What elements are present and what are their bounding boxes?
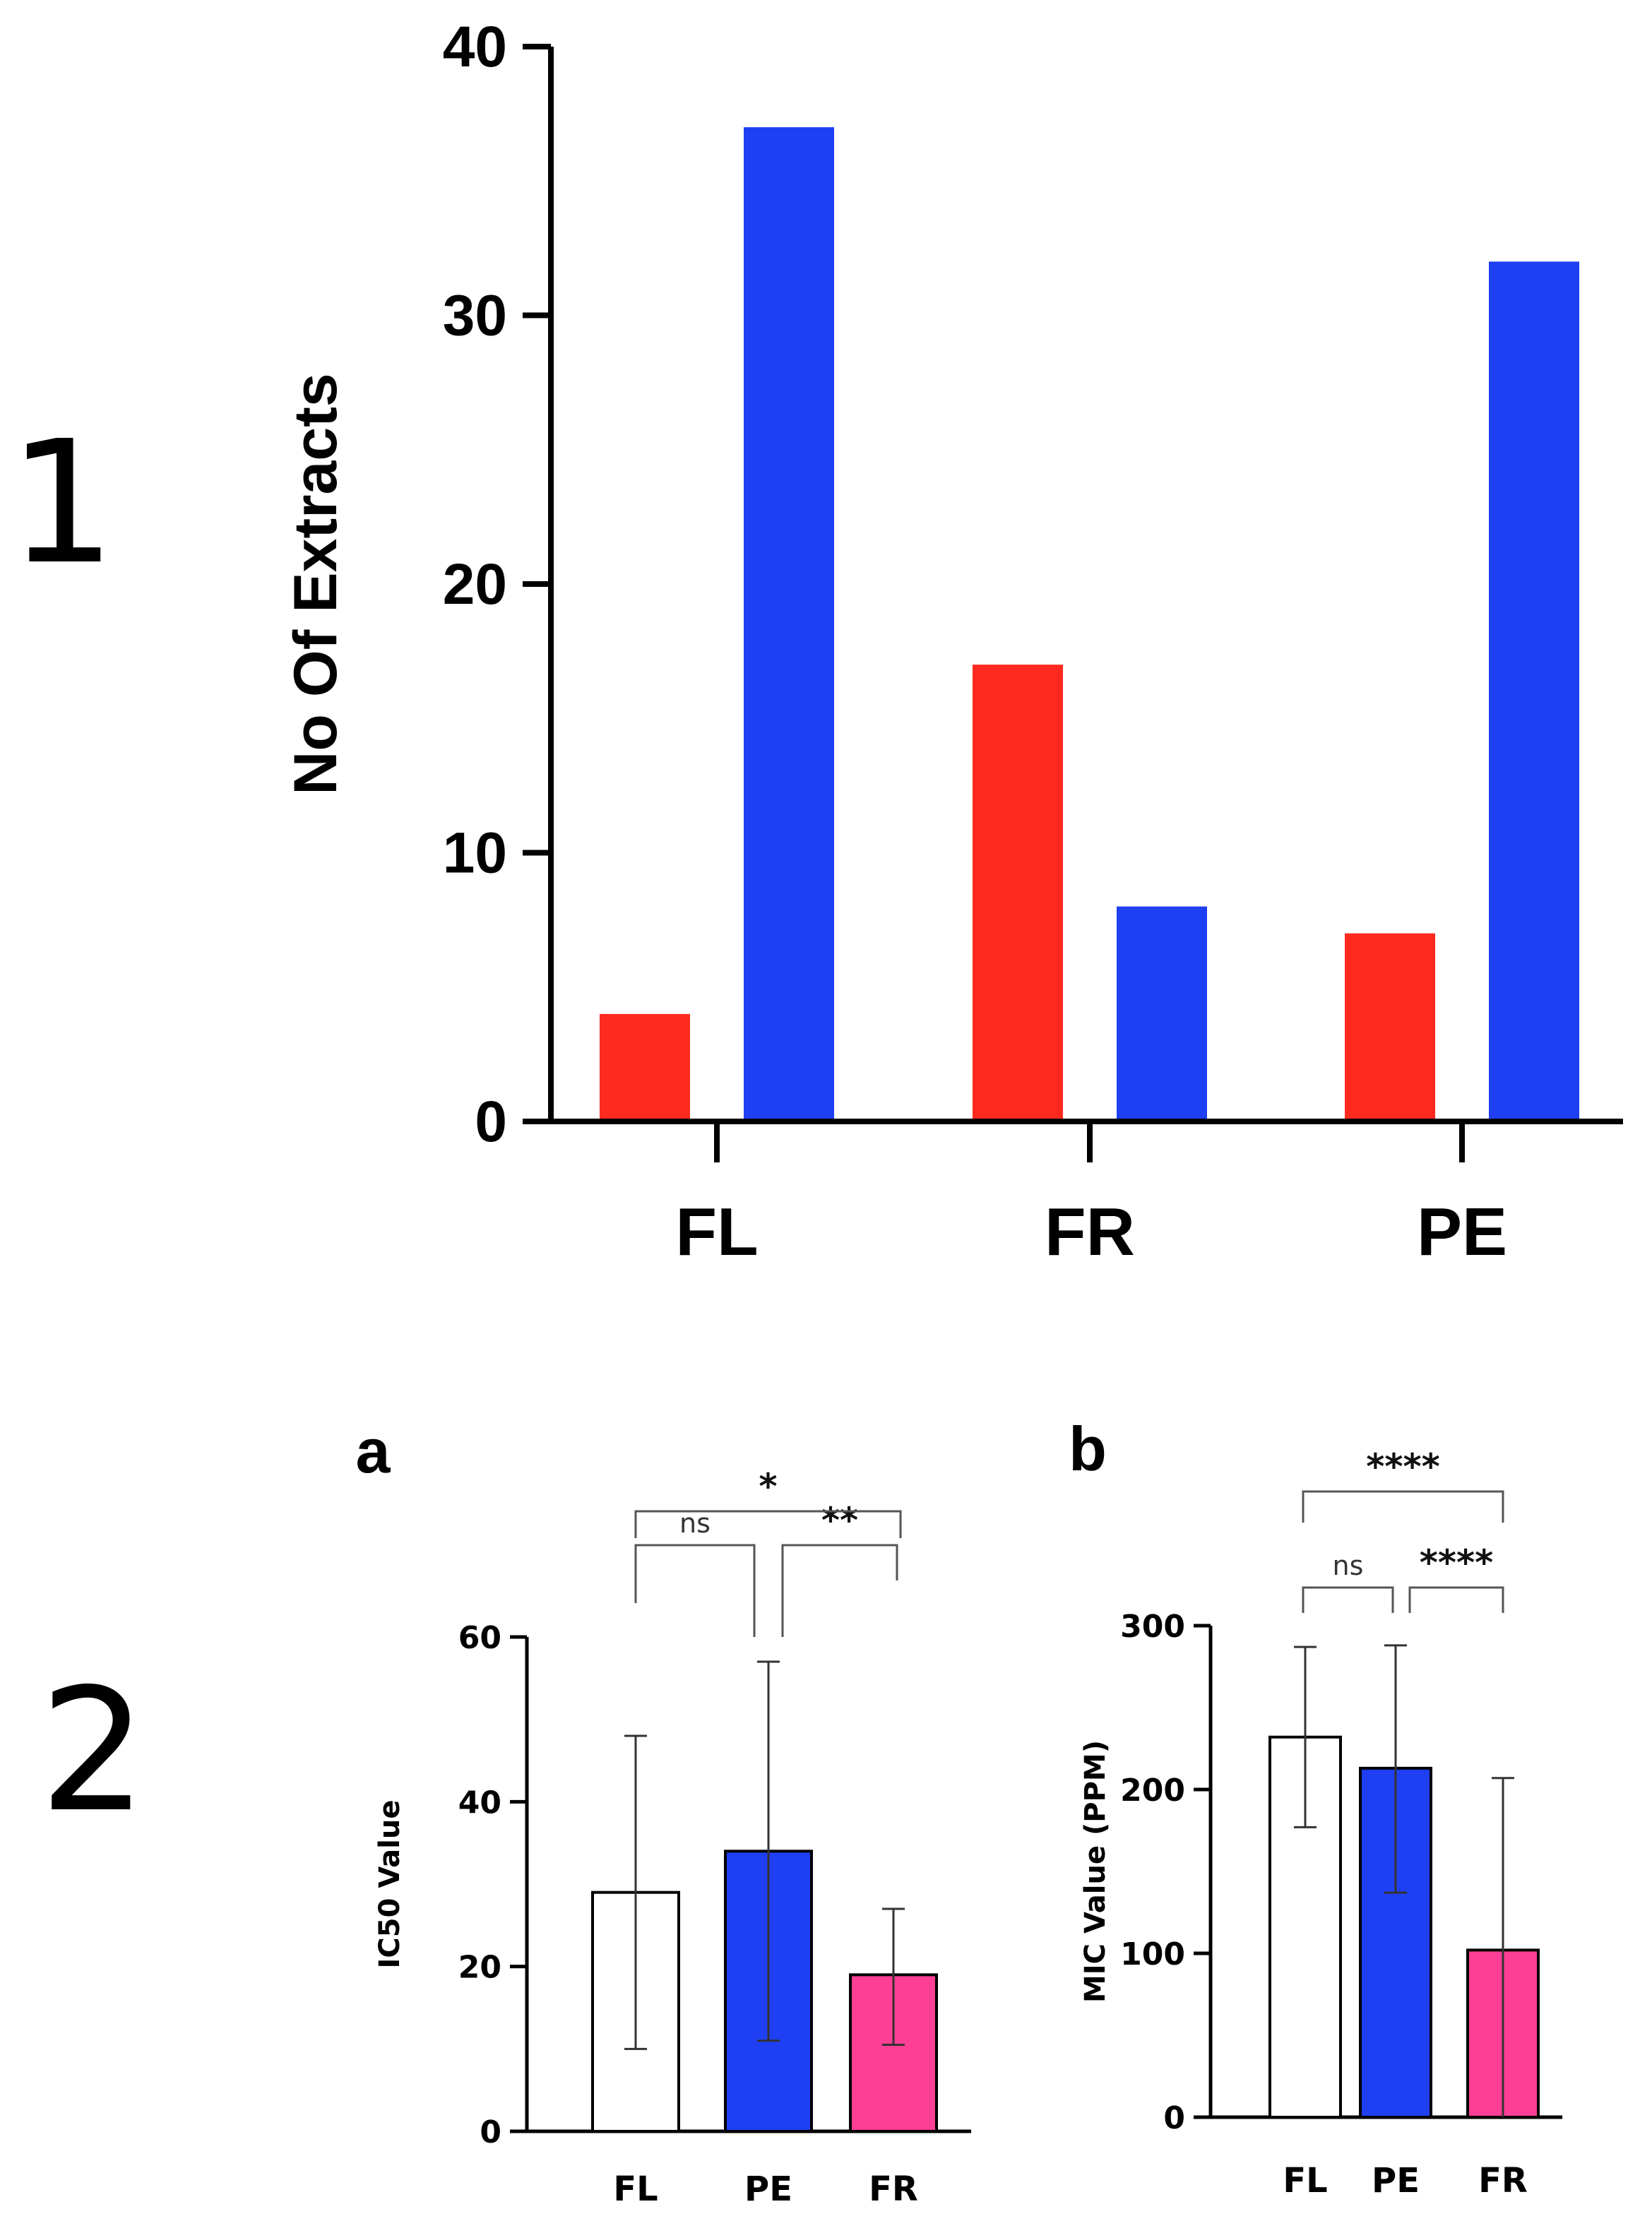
chart-1: 0 10 20 30 40 No Of Extracts FL FR PE (282, 15, 1623, 1270)
significance-label: * (759, 1466, 777, 1507)
significance-label: ns (1333, 1550, 1364, 1581)
panel-2b-label: b (1069, 1414, 1107, 1484)
y-axis-label: MIC Value (PPM) (1079, 1740, 1112, 2003)
y-tick-label: 10 (443, 821, 507, 886)
significance-bracket (634, 1510, 902, 1538)
x-tick-label: FL (613, 2169, 658, 2209)
significance-bracket (1302, 1490, 1504, 1523)
chart-2b: 0 100 200 300 MIC Value (PPM) FL PE FR ns **** ***… (1079, 1446, 1562, 2201)
y-tick-label: 20 (458, 1950, 501, 1986)
y-axis-label: IC50 Value (374, 1800, 406, 1969)
panel-2-label: 2 (40, 1652, 148, 1850)
significance-label: **** (1420, 1542, 1494, 1583)
bar-series-blue (1489, 261, 1579, 1119)
y-tick-label: 0 (475, 1090, 507, 1154)
bar-series-blue (1117, 906, 1207, 1119)
x-tick-label: FL (675, 1194, 758, 1270)
x-tick-label: FL (1283, 2161, 1327, 2201)
x-tick-label: FR (1478, 2161, 1528, 2201)
x-tick-label: PE (744, 2169, 792, 2209)
significance-label: **** (1366, 1446, 1440, 1487)
y-tick-label: 60 (458, 1620, 501, 1656)
significance-label: ns (679, 1508, 711, 1539)
significance-bracket (781, 1544, 898, 1637)
y-tick-label: 0 (1163, 2100, 1185, 2136)
panel-1-label: 1 (8, 404, 117, 602)
bar-series-red (600, 1013, 690, 1119)
y-tick-label: 100 (1120, 1936, 1185, 1972)
significance-bracket (1408, 1586, 1504, 1613)
significance-bracket (1302, 1586, 1394, 1613)
x-tick-label: PE (1417, 1194, 1507, 1270)
y-axis-label: No Of Extracts (282, 373, 350, 794)
x-tick-label: FR (869, 2169, 918, 2209)
bar-series-red (973, 665, 1063, 1119)
significance-bracket (634, 1544, 756, 1637)
bar-fr (849, 1973, 938, 2133)
x-tick-label: PE (1372, 2161, 1420, 2201)
y-tick-label: 0 (480, 2114, 501, 2150)
bar-series-blue (744, 127, 834, 1119)
bar-series-red (1345, 933, 1435, 1119)
y-tick-label: 20 (443, 552, 507, 617)
y-tick-label: 30 (443, 284, 507, 348)
panel-2a-label: a (356, 1416, 391, 1486)
y-tick-label: 300 (1120, 1609, 1185, 1645)
y-tick-label: 200 (1120, 1773, 1185, 1809)
y-tick-label: 40 (458, 1785, 501, 1821)
significance-label: ** (821, 1500, 858, 1541)
x-tick-label: FR (1045, 1194, 1135, 1270)
y-tick-label: 40 (443, 15, 507, 79)
